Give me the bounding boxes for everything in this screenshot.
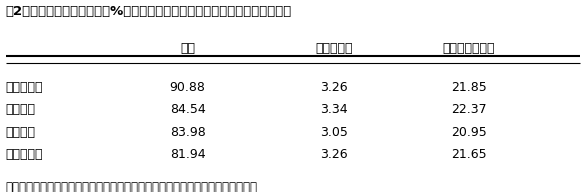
Text: 主観的健康: 主観的健康 <box>315 42 353 55</box>
Text: 3.26: 3.26 <box>320 81 348 94</box>
Text: 84.54: 84.54 <box>169 103 206 116</box>
Text: 20.95: 20.95 <box>451 126 487 139</box>
Text: ダブルケア: ダブルケア <box>6 148 43 161</box>
Text: 育児者: 育児者 <box>6 103 36 116</box>
Text: 表2　ケアラー別の就業率（%）、主観的健康平均値、メンタルヘルス平均値: 表2 ケアラー別の就業率（%）、主観的健康平均値、メンタルヘルス平均値 <box>6 5 292 18</box>
Text: 非ケアラー: 非ケアラー <box>6 81 43 94</box>
Text: 就業: 就業 <box>180 42 195 55</box>
Text: 3.34: 3.34 <box>320 103 348 116</box>
Text: 3.26: 3.26 <box>320 148 348 161</box>
Text: 介護者: 介護者 <box>6 126 36 139</box>
Text: 注）主観的健康とメンタルヘルスの値は高いほど健康状態が良いことを意味する: 注）主観的健康とメンタルヘルスの値は高いほど健康状態が良いことを意味する <box>6 181 258 192</box>
Text: 21.85: 21.85 <box>451 81 487 94</box>
Text: 3.05: 3.05 <box>320 126 348 139</box>
Text: 22.37: 22.37 <box>451 103 486 116</box>
Text: 21.65: 21.65 <box>451 148 486 161</box>
Text: メンタルヘルス: メンタルヘルス <box>442 42 495 55</box>
Text: 83.98: 83.98 <box>169 126 206 139</box>
Text: 81.94: 81.94 <box>170 148 205 161</box>
Text: 90.88: 90.88 <box>169 81 206 94</box>
